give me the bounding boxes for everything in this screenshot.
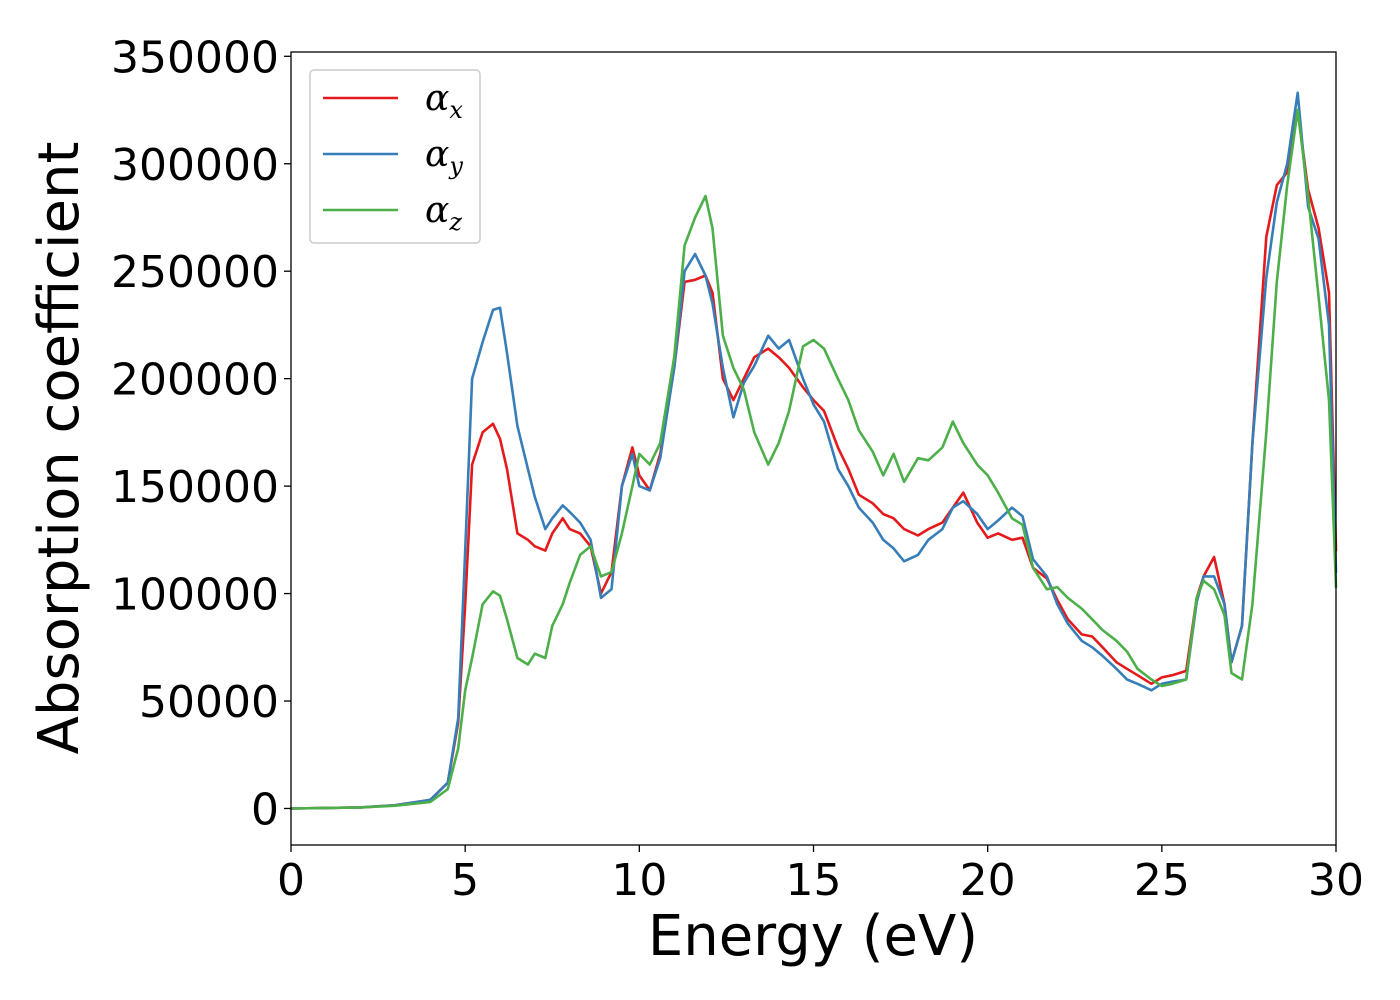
x-tick-label: 25 [1134,855,1190,906]
x-tick-label: 5 [451,855,479,906]
series-layer [289,91,1338,810]
legend-symbol: α [425,134,449,175]
legend-subscript: z [448,208,462,236]
x-axis: 0 5 10 15 20 25 30 [277,845,1364,906]
x-tick-label: 15 [786,855,842,906]
y-axis-label: Absorption coefficient [27,142,92,755]
x-axis-label: Energy (eV) [648,904,978,969]
legend-label-z: αz [425,190,462,236]
legend-subscript: x [449,96,463,124]
y-tick-label: 0 [251,784,279,835]
legend-symbol: α [425,190,449,231]
x-tick-label: 20 [960,855,1016,906]
legend-subscript: y [448,152,463,180]
y-tick-label: 350000 [111,32,279,83]
legend-symbol: α [425,78,449,119]
y-tick-label: 50000 [139,677,279,728]
y-tick-label: 250000 [111,247,279,298]
y-tick-label: 150000 [111,462,279,513]
legend-frame [309,69,481,244]
y-axis: 0 50000 100000 150000 200000 250000 300000 3500… [111,32,291,835]
series-line-z [289,108,1338,810]
y-tick-label: 300000 [111,140,279,191]
y-tick-label: 100000 [111,570,279,621]
legend-label-x: αx [425,78,463,124]
x-tick-label: 10 [611,855,667,906]
x-tick-label: 0 [277,855,305,906]
legend-label-y: αy [425,134,463,180]
x-tick-label: 30 [1308,855,1364,906]
y-tick-label: 200000 [111,355,279,406]
